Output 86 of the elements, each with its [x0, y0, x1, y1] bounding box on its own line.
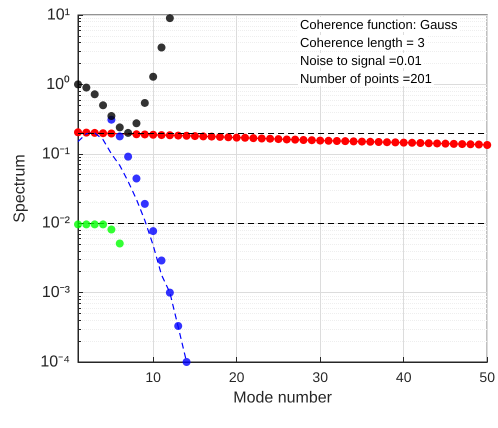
point: [182, 358, 191, 366]
y-tick-label: 10⁻⁴: [40, 354, 70, 370]
y-tick-label: 10⁻¹: [42, 145, 70, 162]
point: [124, 128, 132, 137]
point: [74, 128, 82, 136]
point: [350, 137, 358, 146]
point: [299, 136, 308, 144]
point: [458, 140, 466, 148]
y-tick-label: 10⁻³: [42, 284, 71, 302]
point: [107, 226, 116, 234]
y-tick-label: 10⁻²: [42, 214, 71, 232]
point: [149, 72, 158, 81]
point: [74, 80, 82, 88]
x-tick-label: 10: [145, 369, 162, 385]
point: [441, 140, 450, 148]
y-tick-label: 10⁰: [46, 74, 70, 93]
x-tick-label: 50: [479, 369, 496, 385]
point: [140, 98, 149, 107]
annotation: Coherence function: Gauss: [300, 17, 458, 32]
point: [466, 140, 475, 148]
point: [99, 220, 108, 228]
point: [90, 90, 99, 98]
point: [124, 152, 132, 161]
point: [140, 200, 149, 208]
point: [82, 220, 90, 228]
point: [324, 136, 333, 145]
point: [332, 136, 341, 145]
point: [158, 44, 166, 52]
point: [74, 220, 82, 228]
point: [208, 132, 216, 141]
point: [282, 135, 291, 144]
point: [266, 134, 274, 143]
point: [400, 138, 408, 147]
x-tick-label: 20: [228, 369, 245, 385]
point: [308, 136, 316, 144]
point: [232, 134, 241, 142]
point: [249, 134, 258, 142]
x-tick-label: 40: [396, 369, 412, 385]
point: [116, 123, 124, 132]
y-tick-label: 10¹: [46, 6, 70, 24]
point: [140, 130, 149, 138]
point: [224, 133, 232, 142]
point: [450, 140, 458, 148]
point: [424, 139, 433, 148]
point: [391, 138, 400, 146]
point: [358, 138, 366, 146]
annotation: Noise to signal =0.01: [300, 53, 422, 68]
point: [383, 138, 391, 146]
point: [416, 139, 424, 148]
point: [374, 138, 383, 146]
point: [82, 84, 90, 92]
point: [132, 130, 140, 138]
point: [182, 132, 191, 140]
point: [174, 322, 182, 330]
point: [316, 136, 324, 145]
point: [132, 174, 140, 183]
point: [166, 288, 174, 297]
point: [174, 132, 182, 140]
point: [158, 256, 166, 265]
point: [116, 239, 124, 248]
annotation: Coherence length = 3: [300, 35, 425, 50]
point: [274, 135, 282, 144]
point: [190, 132, 199, 140]
y-axis-title: Spectrum: [12, 154, 28, 223]
x-tick-label: 30: [312, 369, 328, 385]
point: [149, 227, 158, 236]
point: [116, 132, 124, 140]
point: [483, 140, 492, 149]
annotation: Number of points =201: [300, 71, 432, 86]
x-axis-title: Mode number: [233, 390, 333, 406]
point: [341, 137, 350, 146]
point: [107, 112, 116, 120]
point: [408, 138, 416, 147]
point: [258, 134, 266, 143]
point: [366, 138, 374, 146]
point: [149, 130, 158, 139]
point: [199, 132, 208, 140]
point: [433, 139, 442, 148]
point: [99, 101, 108, 110]
point: [132, 119, 140, 128]
point: [216, 132, 224, 141]
point: [90, 220, 99, 228]
point: [474, 140, 483, 149]
point: [241, 134, 250, 142]
point: [166, 14, 174, 22]
point: [291, 136, 300, 144]
